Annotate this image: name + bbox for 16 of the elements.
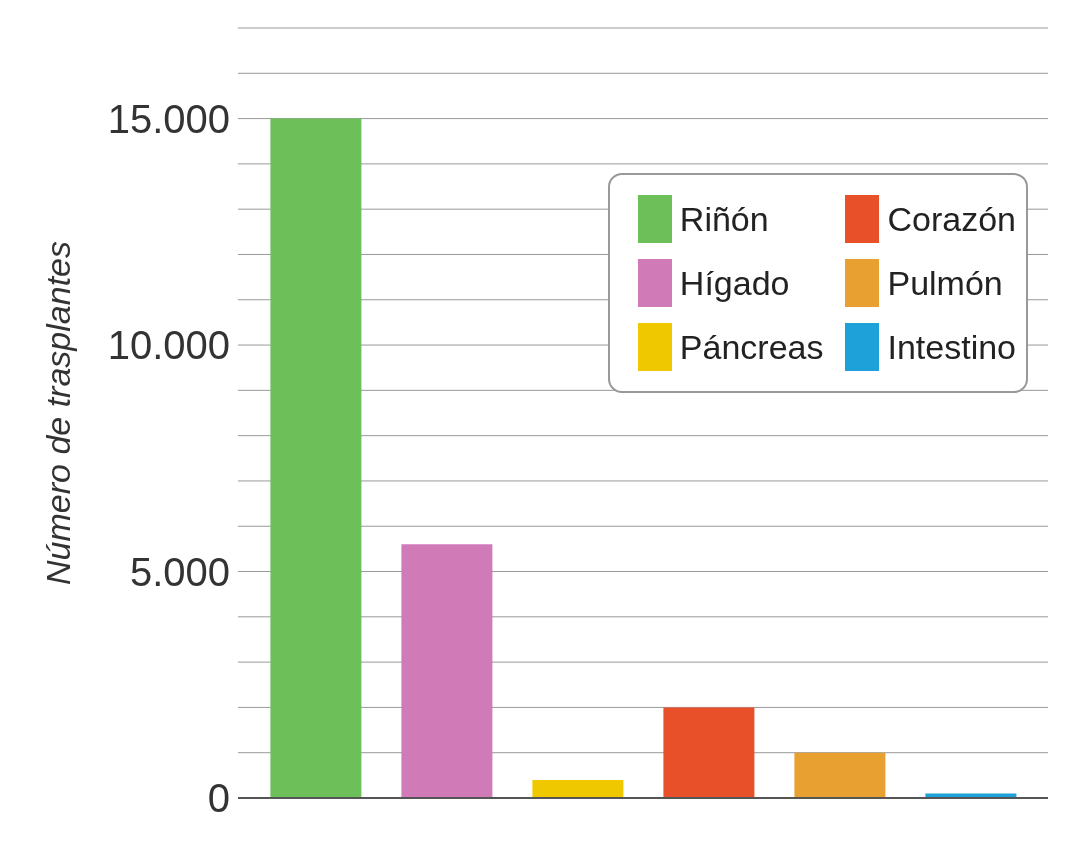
- y-tick-label: 5.000: [129, 549, 230, 594]
- y-axis-title: Número de trasplantes: [39, 241, 78, 585]
- bar: [270, 118, 362, 798]
- y-tick-label: 15.000: [107, 96, 230, 141]
- y-tick-label: 10.000: [107, 323, 230, 368]
- bar: [532, 779, 624, 798]
- legend-label: Intestino: [887, 327, 1016, 367]
- bar: [794, 752, 886, 798]
- y-tick-label: 0: [207, 776, 230, 821]
- legend-label: Riñón: [679, 199, 769, 239]
- legend-label: Corazón: [887, 199, 1016, 239]
- legend-label: Pulmón: [887, 263, 1003, 303]
- legend-label: Páncreas: [679, 327, 824, 367]
- bar: [401, 544, 493, 798]
- legend-label: Hígado: [679, 263, 790, 303]
- bar: [663, 707, 755, 798]
